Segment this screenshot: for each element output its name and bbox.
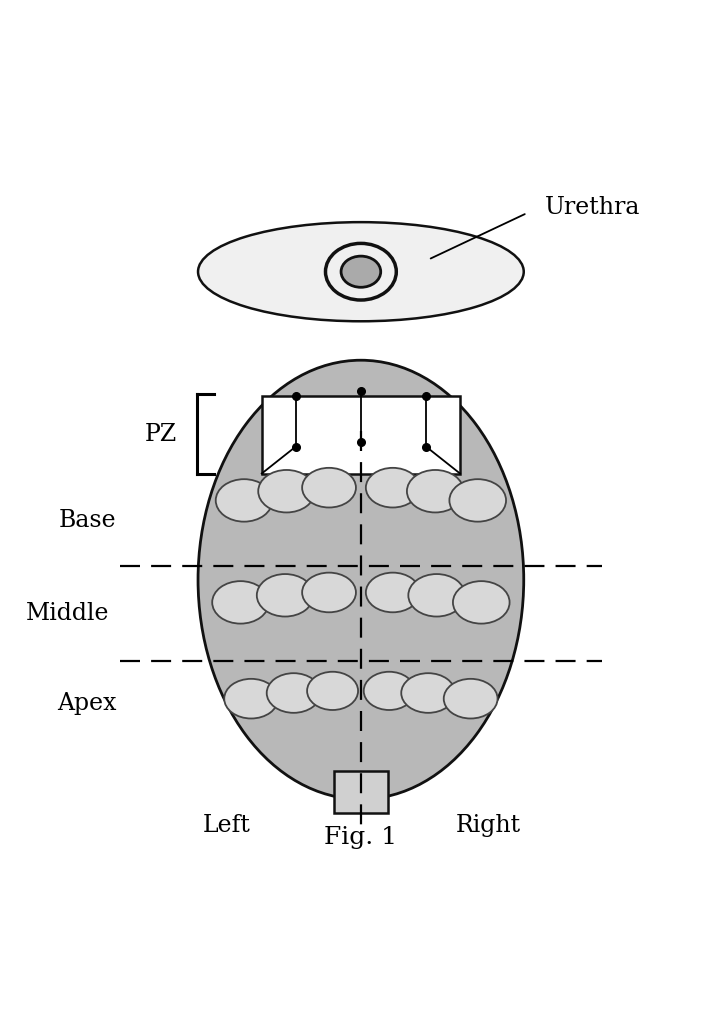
Text: Apex: Apex	[58, 692, 116, 716]
Ellipse shape	[364, 672, 415, 710]
Bar	[334, 771, 388, 813]
Text: Middle: Middle	[26, 603, 109, 625]
Ellipse shape	[198, 360, 523, 799]
Ellipse shape	[453, 581, 510, 624]
Ellipse shape	[257, 574, 313, 617]
Ellipse shape	[307, 672, 358, 710]
Ellipse shape	[198, 222, 523, 322]
Ellipse shape	[302, 573, 356, 613]
Text: PZ: PZ	[145, 422, 177, 446]
Ellipse shape	[366, 573, 420, 613]
Bar	[262, 396, 460, 473]
Ellipse shape	[408, 574, 465, 617]
Ellipse shape	[401, 673, 455, 713]
Text: Right: Right	[456, 813, 521, 837]
Ellipse shape	[267, 673, 321, 713]
Ellipse shape	[326, 243, 396, 300]
Text: Base: Base	[59, 509, 116, 531]
Ellipse shape	[258, 470, 315, 512]
Ellipse shape	[341, 257, 380, 287]
Ellipse shape	[407, 470, 464, 512]
Ellipse shape	[224, 679, 278, 719]
Ellipse shape	[302, 468, 356, 508]
Ellipse shape	[449, 479, 506, 522]
Ellipse shape	[366, 468, 420, 508]
Text: Fig. 1: Fig. 1	[324, 826, 398, 849]
Text: Left: Left	[202, 813, 250, 837]
Text: Urethra: Urethra	[545, 196, 641, 219]
Ellipse shape	[216, 479, 273, 522]
Ellipse shape	[212, 581, 269, 624]
Ellipse shape	[444, 679, 498, 719]
